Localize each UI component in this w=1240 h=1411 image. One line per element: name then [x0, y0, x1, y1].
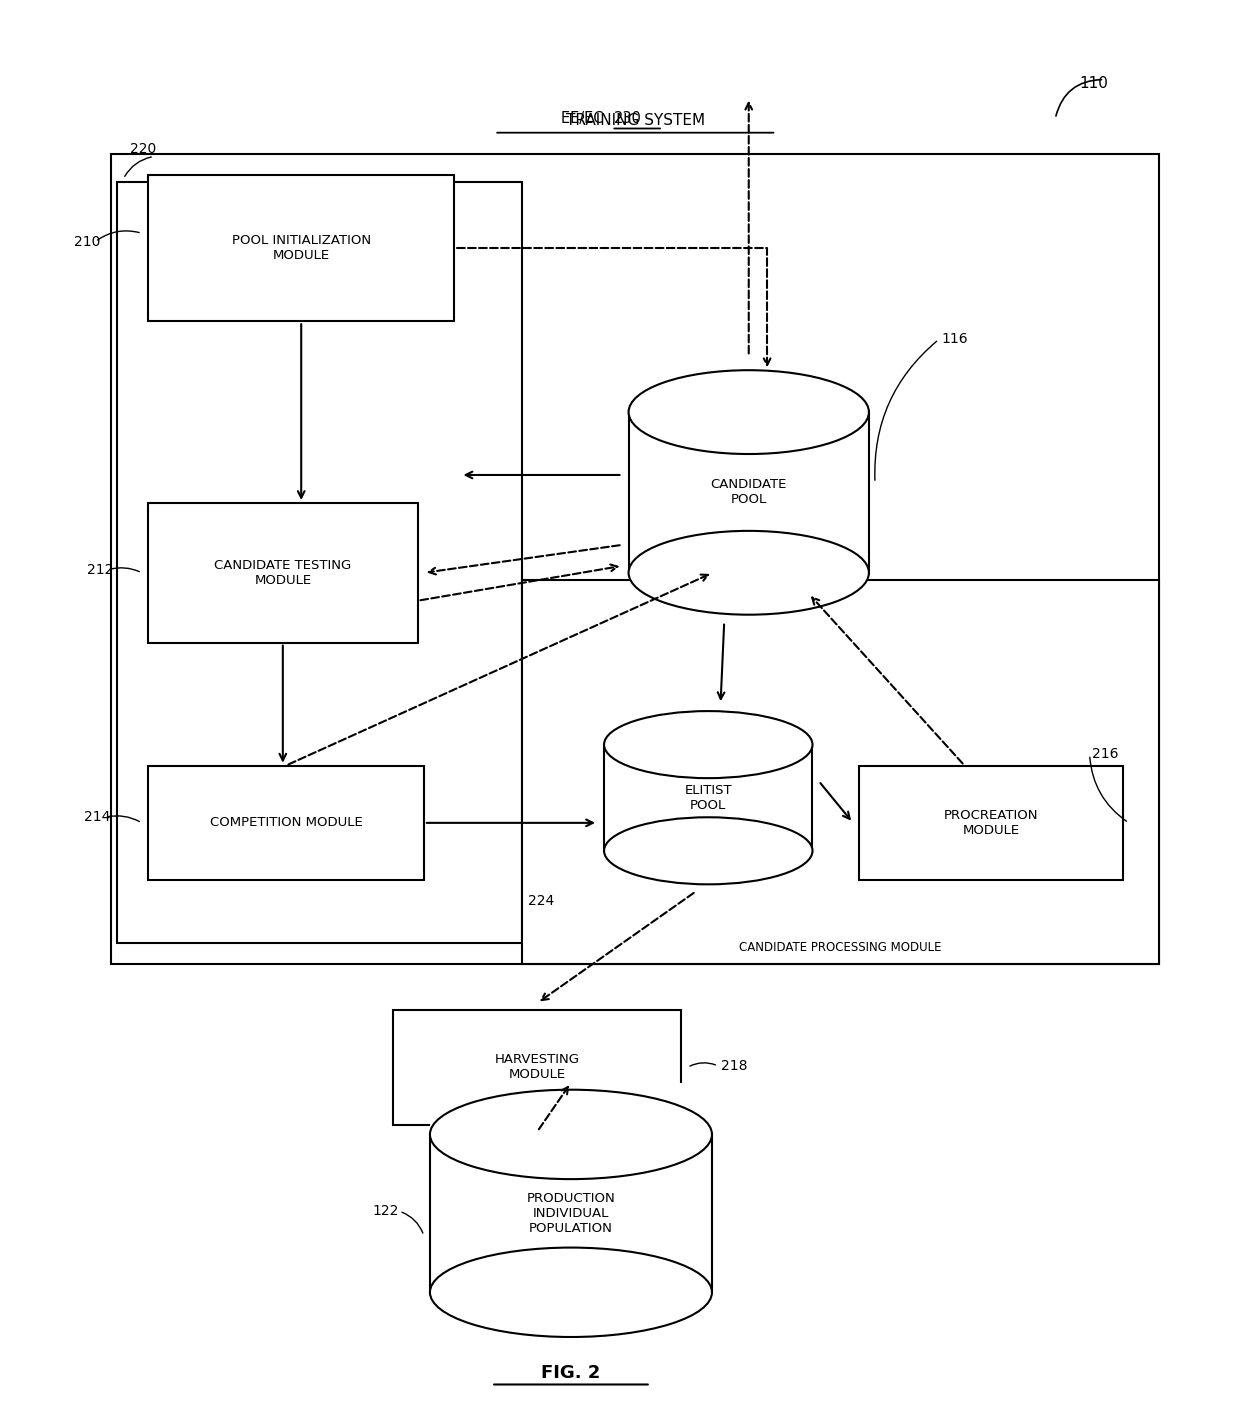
FancyBboxPatch shape — [118, 182, 522, 943]
Polygon shape — [430, 1082, 712, 1134]
Text: 218: 218 — [720, 1058, 746, 1072]
Text: 210: 210 — [74, 234, 100, 248]
Text: 212: 212 — [87, 563, 113, 577]
FancyBboxPatch shape — [148, 175, 455, 322]
FancyBboxPatch shape — [148, 502, 418, 642]
FancyBboxPatch shape — [522, 580, 1159, 964]
Text: PROCREATION
MODULE: PROCREATION MODULE — [944, 809, 1038, 837]
Polygon shape — [430, 1134, 712, 1292]
Text: ELITIST
POOL: ELITIST POOL — [684, 783, 732, 811]
Text: TRAINING SYSTEM: TRAINING SYSTEM — [565, 113, 704, 128]
Ellipse shape — [604, 711, 812, 777]
Ellipse shape — [629, 370, 869, 454]
FancyBboxPatch shape — [112, 154, 1159, 964]
Ellipse shape — [629, 531, 869, 615]
FancyBboxPatch shape — [393, 1010, 681, 1125]
Text: POOL INITIALIZATION
MODULE: POOL INITIALIZATION MODULE — [232, 234, 371, 262]
Text: 116: 116 — [941, 333, 968, 347]
Text: CANDIDATE PROCESSING MODULE: CANDIDATE PROCESSING MODULE — [739, 941, 942, 954]
Text: 230: 230 — [614, 111, 642, 126]
Text: HARVESTING
MODULE: HARVESTING MODULE — [495, 1054, 580, 1081]
Text: PRODUCTION
INDIVIDUAL
POPULATION: PRODUCTION INDIVIDUAL POPULATION — [527, 1192, 615, 1235]
Polygon shape — [604, 704, 812, 745]
Text: 214: 214 — [84, 810, 110, 824]
Ellipse shape — [430, 1247, 712, 1338]
Text: 216: 216 — [1092, 748, 1118, 762]
Text: CANDIDATE TESTING
MODULE: CANDIDATE TESTING MODULE — [215, 559, 351, 587]
Text: 220: 220 — [129, 143, 156, 157]
Polygon shape — [629, 363, 869, 412]
Text: 122: 122 — [372, 1204, 399, 1218]
Polygon shape — [629, 412, 869, 573]
Text: EE/EC: EE/EC — [560, 111, 608, 126]
FancyBboxPatch shape — [859, 766, 1122, 880]
Ellipse shape — [430, 1089, 712, 1180]
Text: FIG. 2: FIG. 2 — [542, 1363, 600, 1381]
Text: CANDIDATE
POOL: CANDIDATE POOL — [711, 478, 787, 507]
Text: 224: 224 — [528, 895, 554, 909]
FancyBboxPatch shape — [148, 766, 424, 880]
Polygon shape — [604, 745, 812, 851]
Ellipse shape — [604, 817, 812, 885]
Text: 110: 110 — [1080, 76, 1109, 92]
Text: COMPETITION MODULE: COMPETITION MODULE — [210, 817, 362, 830]
